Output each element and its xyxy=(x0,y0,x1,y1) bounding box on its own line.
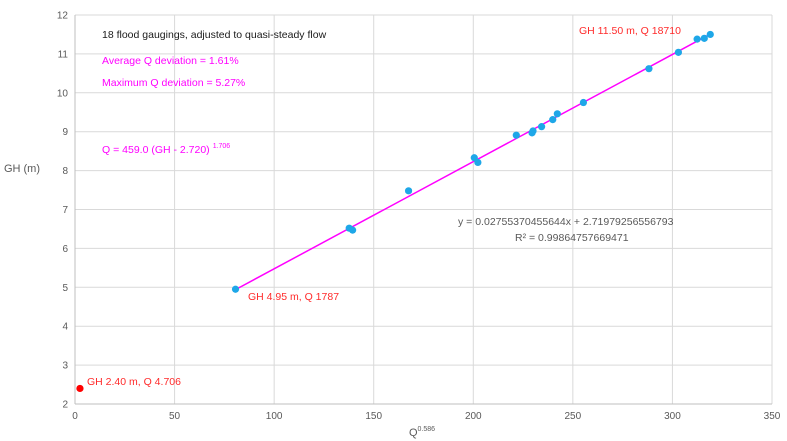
annotation-maximum-deviation: Maximum Q deviation = 5.27% xyxy=(102,77,245,89)
linear-trendline xyxy=(235,33,711,291)
data-point xyxy=(700,34,708,42)
y-tick-label: 5 xyxy=(62,283,68,294)
data-point xyxy=(529,127,537,135)
data-point xyxy=(645,65,653,73)
y-tick-label: 11 xyxy=(58,49,69,60)
extreme-low-point xyxy=(76,384,84,393)
y-tick-label: 12 xyxy=(57,11,69,22)
label-top-point: GH 11.50 m, Q 18710 xyxy=(579,25,681,37)
x-tick-label: 0 xyxy=(72,411,78,422)
y-tick-label: 9 xyxy=(62,127,68,138)
y-tick-label: 4 xyxy=(62,322,68,333)
x-tick-labels: 0 50 100 150 200 250 300 350 xyxy=(72,411,781,422)
y-tick-label: 7 xyxy=(62,205,68,216)
data-point xyxy=(693,35,701,43)
label-extreme-low-point: GH 2.40 m, Q 4.706 xyxy=(87,376,181,388)
annotation-rating-formula: Q = 459.0 (GH - 2.720) 1.706 xyxy=(102,143,230,156)
data-point xyxy=(474,158,482,167)
gridlines xyxy=(75,14,773,405)
data-point xyxy=(553,110,561,118)
x-axis-title-exponent: 0.586 xyxy=(418,426,436,433)
x-tick-label: 50 xyxy=(169,411,181,422)
x-tick-label: 200 xyxy=(465,411,482,422)
x-tick-label: 300 xyxy=(664,411,681,422)
trendline-r-squared: R² = 0.99864757669471 xyxy=(515,232,629,244)
data-point xyxy=(674,48,683,56)
rating-formula-exponent: 1.706 xyxy=(213,143,231,150)
data-point xyxy=(537,123,546,131)
y-tick-label: 10 xyxy=(57,88,69,99)
data-point xyxy=(706,30,714,39)
data-point xyxy=(512,131,520,139)
rating-formula-base: Q = 459.0 (GH - 2.720) xyxy=(102,144,210,156)
data-points xyxy=(76,30,714,393)
y-tick-labels: 2 3 4 5 6 7 8 9 10 11 12 xyxy=(57,11,69,411)
y-tick-label: 8 xyxy=(62,166,68,177)
data-point xyxy=(231,285,240,293)
x-tick-label: 100 xyxy=(266,411,283,422)
x-tick-label: 150 xyxy=(365,411,382,422)
y-tick-label: 2 xyxy=(62,400,68,411)
annotation-gaugings: 18 flood gaugings, adjusted to quasi-ste… xyxy=(102,29,327,41)
x-axis-title-base: Q xyxy=(409,427,418,439)
y-tick-label: 6 xyxy=(62,244,68,255)
trendline-equation: y = 0.02755370455644x + 2.71979256556793 xyxy=(458,216,674,228)
data-point xyxy=(404,187,413,195)
x-tick-label: 350 xyxy=(764,411,781,422)
x-axis-title: Q0.586 xyxy=(409,426,435,439)
x-tick-label: 250 xyxy=(565,411,582,422)
label-lowest-fitted-point: GH 4.95 m, Q 1787 xyxy=(248,291,339,303)
axes xyxy=(74,15,772,405)
data-point xyxy=(579,98,588,107)
y-axis-title: GH (m) xyxy=(4,163,40,175)
data-point xyxy=(549,116,557,124)
annotation-average-deviation: Average Q deviation = 1.61% xyxy=(102,55,239,67)
data-point xyxy=(349,226,357,234)
y-tick-label: 3 xyxy=(62,361,68,372)
